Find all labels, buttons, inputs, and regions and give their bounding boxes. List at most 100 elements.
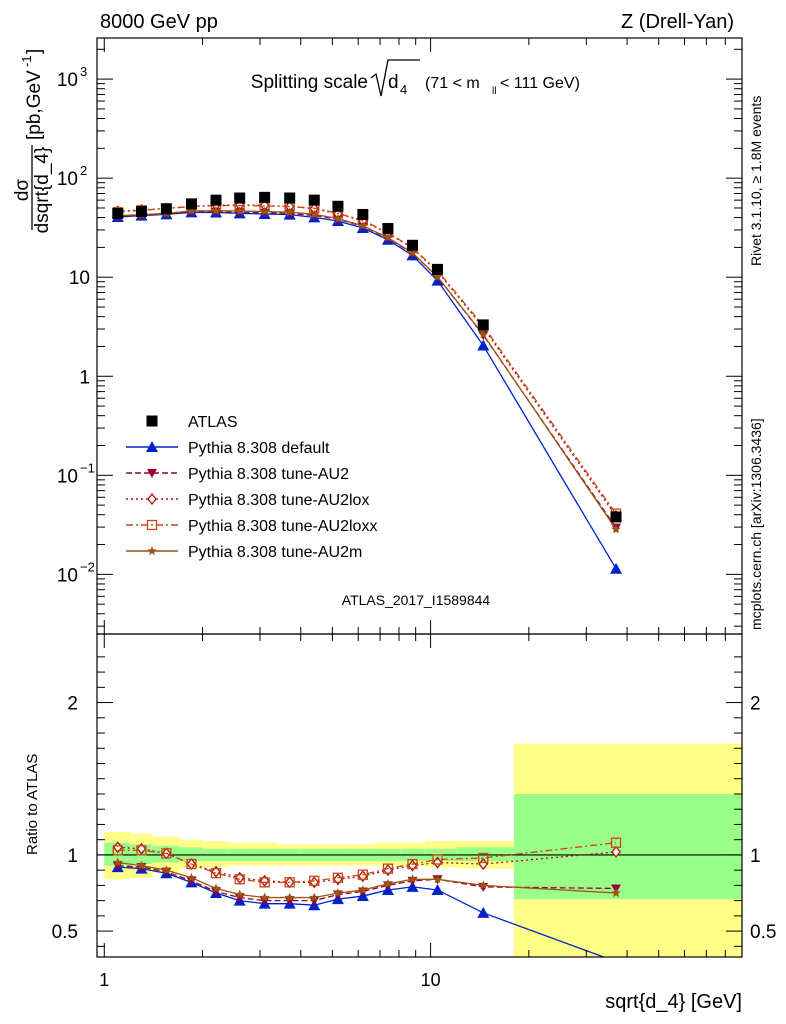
axes-frames [96, 37, 743, 958]
main-point-4-8 [309, 209, 319, 219]
ratio-point-1-6 [259, 896, 270, 906]
ratio-y-axis-label: Ratio to ATLAS [24, 754, 41, 855]
ratio-point-3-4 [210, 868, 222, 879]
main-point-0-15 [610, 562, 623, 574]
ratio-point-1-8 [309, 896, 320, 906]
y-tick-label-5: 10 [57, 565, 78, 586]
main-point-0-14 [477, 339, 490, 351]
atlas-point-5 [234, 192, 246, 204]
legend: ATLAS Pythia 8.308 default Pythia 8.308 tu… [126, 414, 377, 561]
atlas-point-2 [160, 203, 172, 215]
y-tick-label-1: 10 [57, 169, 78, 190]
title-range: (71 < m [425, 75, 480, 92]
legend-label-0: ATLAS [188, 414, 238, 431]
main-point-4-5 [234, 206, 245, 215]
ratio-point-0-14 [477, 906, 490, 918]
ratio-point-2-13 [432, 856, 443, 869]
legend-marker-4 [146, 519, 158, 531]
ratio-point-4-7 [284, 892, 295, 902]
main-point-4-7 [284, 207, 295, 217]
y-tick-label-0: 10 [57, 70, 78, 91]
ratio-point-4-8 [309, 892, 319, 902]
header-right: Z (Drell-Yan) [621, 11, 734, 33]
ratio-tick-label-right-2: 0.5 [750, 922, 776, 943]
atlas-point-15 [610, 511, 622, 523]
ratio-point-4-13 [432, 874, 443, 884]
ratio-point-4-6 [259, 892, 270, 902]
ratio-point-3-11 [382, 863, 394, 874]
main-point-4-13 [432, 271, 443, 281]
y-tick-exp-4: −1 [80, 460, 95, 475]
plot-title: Splitting scale d 4 (71 < m ll < 111 GeV… [251, 59, 580, 97]
stat-band-14 [456, 847, 514, 862]
side-label-site: mcplots.cern.ch [arXiv:1306.3436] [748, 418, 764, 630]
ratio-point-4-15 [611, 888, 621, 898]
ratio-uncertainty-bands [104, 743, 742, 957]
analysis-id: ATLAS_2017_I1589844 [342, 592, 491, 608]
ratio-point-3-0 [112, 845, 123, 856]
ratio-point-4-9 [333, 888, 343, 898]
ylabel-units-sup: -1 [19, 55, 34, 67]
legend-label-3: Pythia 8.308 tune-AU2lox [188, 492, 369, 509]
main-point-4-15 [611, 524, 621, 534]
ratio-tick-label-left-1: 1 [67, 846, 78, 867]
legend-label-4: Pythia 8.308 tune-AU2loxx [188, 518, 377, 535]
legend-label-1: Pythia 8.308 default [188, 440, 330, 457]
atlas-point-14 [477, 319, 489, 331]
ratio-line-3 [117, 842, 617, 883]
stat-band-15 [513, 793, 742, 900]
ratio-point-3-5 [234, 874, 245, 885]
y-tick-exp-5: −2 [80, 559, 95, 574]
ratio-point-4-0 [113, 857, 123, 867]
ylabel-units-end: ] [24, 49, 45, 54]
main-point-4-14 [478, 329, 488, 339]
side-label-rivet: Rivet 3.1.10, ≥ 1.8M events [748, 96, 764, 266]
title-var: d [388, 72, 399, 93]
ratio-point-4-11 [383, 878, 393, 888]
legend-label-2: Pythia 8.308 tune-AU2 [188, 466, 349, 483]
atlas-point-12 [406, 239, 418, 251]
ratio-point-3-15 [610, 837, 622, 848]
ratio-series-4 [113, 857, 621, 902]
ratio-point-3-9 [332, 872, 344, 883]
ratio-point-2-15 [611, 845, 621, 858]
main-point-4-11 [383, 232, 393, 242]
ratio-point-1-7 [284, 896, 295, 906]
legend-marker-0 [146, 415, 158, 427]
ratio-panel-series [111, 837, 622, 957]
plot-title-text: Splitting scale [251, 72, 368, 93]
ratio-point-4-12 [407, 874, 418, 884]
ylabel-num: dσ [12, 179, 33, 202]
main-point-4-6 [259, 206, 270, 216]
main-line-3 [117, 204, 617, 515]
main-point-4-4 [211, 205, 221, 215]
legend-label-5: Pythia 8.308 tune-AU2m [188, 544, 362, 561]
legend-marker-1 [146, 441, 158, 452]
ratio-point-0-12 [406, 880, 419, 892]
atlas-point-3 [185, 198, 197, 210]
ratio-point-4-10 [358, 885, 368, 894]
main-point-4-10 [358, 220, 368, 230]
y-tick-label-3: 1 [79, 367, 90, 388]
title-range-end: < 111 GeV) [500, 75, 580, 92]
ratio-point-3-1 [136, 845, 147, 856]
atlas-point-1 [135, 206, 147, 218]
x-axis-label: sqrt{d_4} [GeV] [605, 991, 742, 1013]
atlas-point-13 [432, 263, 444, 275]
legend-marker-3 [147, 492, 157, 506]
ratio-point-3-10 [357, 869, 369, 880]
ratio-series-3 [112, 837, 622, 888]
ratio-line-0 [117, 866, 606, 957]
main-line-4 [117, 210, 617, 530]
title-sub: 4 [400, 82, 407, 97]
ratio-point-4-2 [161, 865, 172, 875]
legend-marker-5 [147, 546, 157, 555]
ratio-frame [96, 633, 743, 958]
stat-band-3 [179, 847, 203, 862]
ratio-tick-label-right-0: 2 [750, 694, 761, 715]
ratio-point-3-6 [259, 877, 270, 888]
atlas-point-11 [382, 223, 394, 235]
ratio-point-1-5 [234, 893, 245, 903]
ratio-point-4-1 [136, 860, 147, 870]
